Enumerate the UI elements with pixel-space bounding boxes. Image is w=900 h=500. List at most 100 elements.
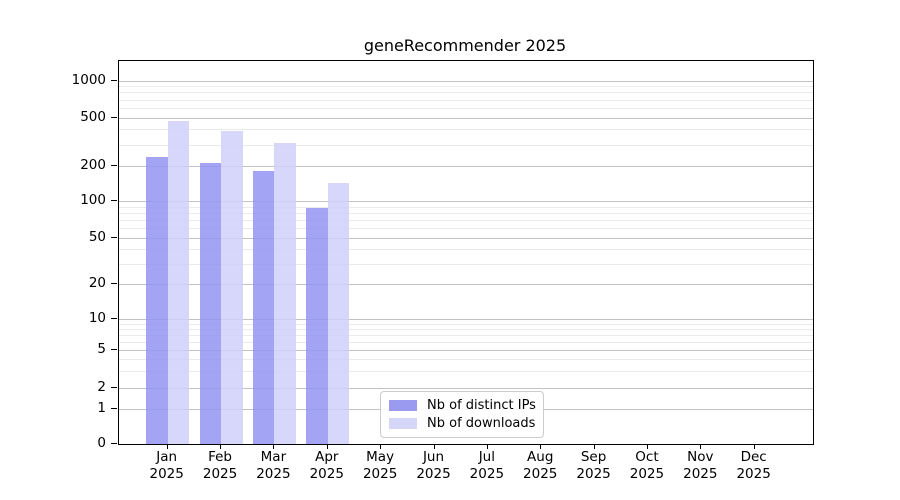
x-tick-mark xyxy=(646,444,648,449)
major-gridline xyxy=(119,284,813,286)
major-gridline xyxy=(119,319,813,321)
x-tick-label: May 2025 xyxy=(345,449,415,483)
minor-gridline xyxy=(119,99,813,101)
x-tick-mark xyxy=(486,444,488,449)
x-tick-month: Aug xyxy=(527,449,554,465)
x-tick-year: 2025 xyxy=(629,466,665,482)
x-tick-label: Nov 2025 xyxy=(665,449,735,483)
legend: Nb of distinct IPs Nb of downloads xyxy=(380,391,544,438)
x-tick-mark xyxy=(753,444,755,449)
x-tick-month: Apr xyxy=(315,449,339,465)
x-tick-year: 2025 xyxy=(736,466,771,482)
bar-distinct-ips xyxy=(306,208,328,444)
y-tick-mark xyxy=(111,318,117,320)
major-gridline xyxy=(119,350,813,351)
y-tick-mark xyxy=(111,407,117,409)
x-tick-month: Sep xyxy=(580,449,607,465)
y-tick-mark xyxy=(111,283,117,285)
legend-item-distinct-ips: Nb of distinct IPs xyxy=(389,397,536,415)
minor-gridline xyxy=(119,323,813,325)
minor-gridline xyxy=(119,359,813,361)
minor-gridline xyxy=(119,263,813,265)
bar-distinct-ips xyxy=(199,163,222,444)
minor-gridline xyxy=(119,107,813,109)
x-tick-month: Nov xyxy=(687,449,714,465)
x-tick-mark xyxy=(326,444,328,449)
minor-gridline xyxy=(119,206,813,208)
x-tick-mark xyxy=(433,444,435,449)
x-tick-year: 2025 xyxy=(523,466,558,482)
y-tick-mark xyxy=(111,443,117,444)
chart-title: geneRecommender 2025 xyxy=(363,36,567,55)
y-tick-mark xyxy=(111,116,117,118)
bar-downloads xyxy=(274,143,296,444)
major-gridline xyxy=(119,166,813,167)
y-tick-mark xyxy=(111,386,117,388)
minor-gridline xyxy=(119,341,813,343)
y-tick-label: 20 xyxy=(88,275,106,292)
x-tick-month: Jun xyxy=(422,449,445,465)
minor-gridline xyxy=(119,371,813,373)
minor-gridline xyxy=(119,86,813,88)
x-tick-month: Dec xyxy=(740,449,767,465)
y-tick-label: 5 xyxy=(97,341,106,357)
x-tick-month: Oct xyxy=(635,449,659,465)
x-tick-month: Feb xyxy=(208,449,232,465)
x-tick-year: 2025 xyxy=(576,466,611,482)
minor-gridline xyxy=(119,329,813,331)
bar-distinct-ips xyxy=(146,156,168,444)
y-tick-mark xyxy=(111,349,117,350)
x-tick-label: Jun 2025 xyxy=(399,449,469,483)
x-tick-mark xyxy=(540,444,542,449)
minor-gridline xyxy=(119,249,813,251)
x-tick-label: Mar 2025 xyxy=(238,449,308,483)
major-gridline xyxy=(119,237,813,239)
y-tick-label: 10 xyxy=(88,310,106,327)
legend-swatch-downloads-icon xyxy=(389,417,417,429)
minor-gridline xyxy=(119,92,813,94)
minor-gridline xyxy=(119,129,813,131)
x-tick-label: Oct 2025 xyxy=(612,449,682,483)
x-tick-mark xyxy=(220,444,222,449)
x-tick-mark xyxy=(593,444,595,449)
minor-gridline xyxy=(119,228,813,230)
y-tick-label: 50 xyxy=(88,228,106,245)
y-tick-mark xyxy=(111,79,117,81)
bar-distinct-ips xyxy=(252,171,275,444)
y-tick-label: 0 xyxy=(97,435,106,451)
minor-gridline xyxy=(119,212,813,214)
x-tick-mark xyxy=(380,444,382,449)
bar-downloads xyxy=(167,120,190,444)
y-tick-label: 200 xyxy=(80,157,106,173)
x-tick-mark xyxy=(273,444,275,449)
y-tick-label: 1000 xyxy=(71,71,106,88)
x-tick-year: 2025 xyxy=(469,466,505,482)
x-tick-month: May xyxy=(366,449,395,465)
minor-gridline xyxy=(119,219,813,221)
x-tick-label: Apr 2025 xyxy=(292,449,362,483)
x-tick-year: 2025 xyxy=(256,466,291,482)
legend-label-distinct-ips: Nb of distinct IPs xyxy=(427,398,536,414)
legend-label-downloads: Nb of downloads xyxy=(427,415,536,431)
x-tick-year: 2025 xyxy=(202,466,238,482)
x-tick-month: Mar xyxy=(260,449,287,465)
minor-gridline xyxy=(119,335,813,337)
x-tick-label: Jul 2025 xyxy=(452,449,522,483)
y-tick-mark xyxy=(111,200,117,201)
legend-swatch-distinct-ips-icon xyxy=(389,400,417,412)
x-tick-month: Jul xyxy=(478,449,495,465)
legend-item-downloads: Nb of downloads xyxy=(389,415,535,433)
x-tick-year: 2025 xyxy=(362,466,398,482)
x-tick-label: Dec 2025 xyxy=(719,449,789,483)
major-gridline xyxy=(119,201,813,202)
x-tick-label: Jan 2025 xyxy=(132,449,202,483)
x-tick-label: Aug 2025 xyxy=(505,449,575,483)
x-tick-year: 2025 xyxy=(416,466,451,482)
plot-area xyxy=(118,60,814,445)
x-tick-year: 2025 xyxy=(149,466,184,482)
x-tick-month: Jan xyxy=(156,449,178,465)
y-tick-mark xyxy=(111,165,117,166)
x-tick-label: Sep 2025 xyxy=(559,449,629,483)
x-tick-mark xyxy=(166,444,168,449)
